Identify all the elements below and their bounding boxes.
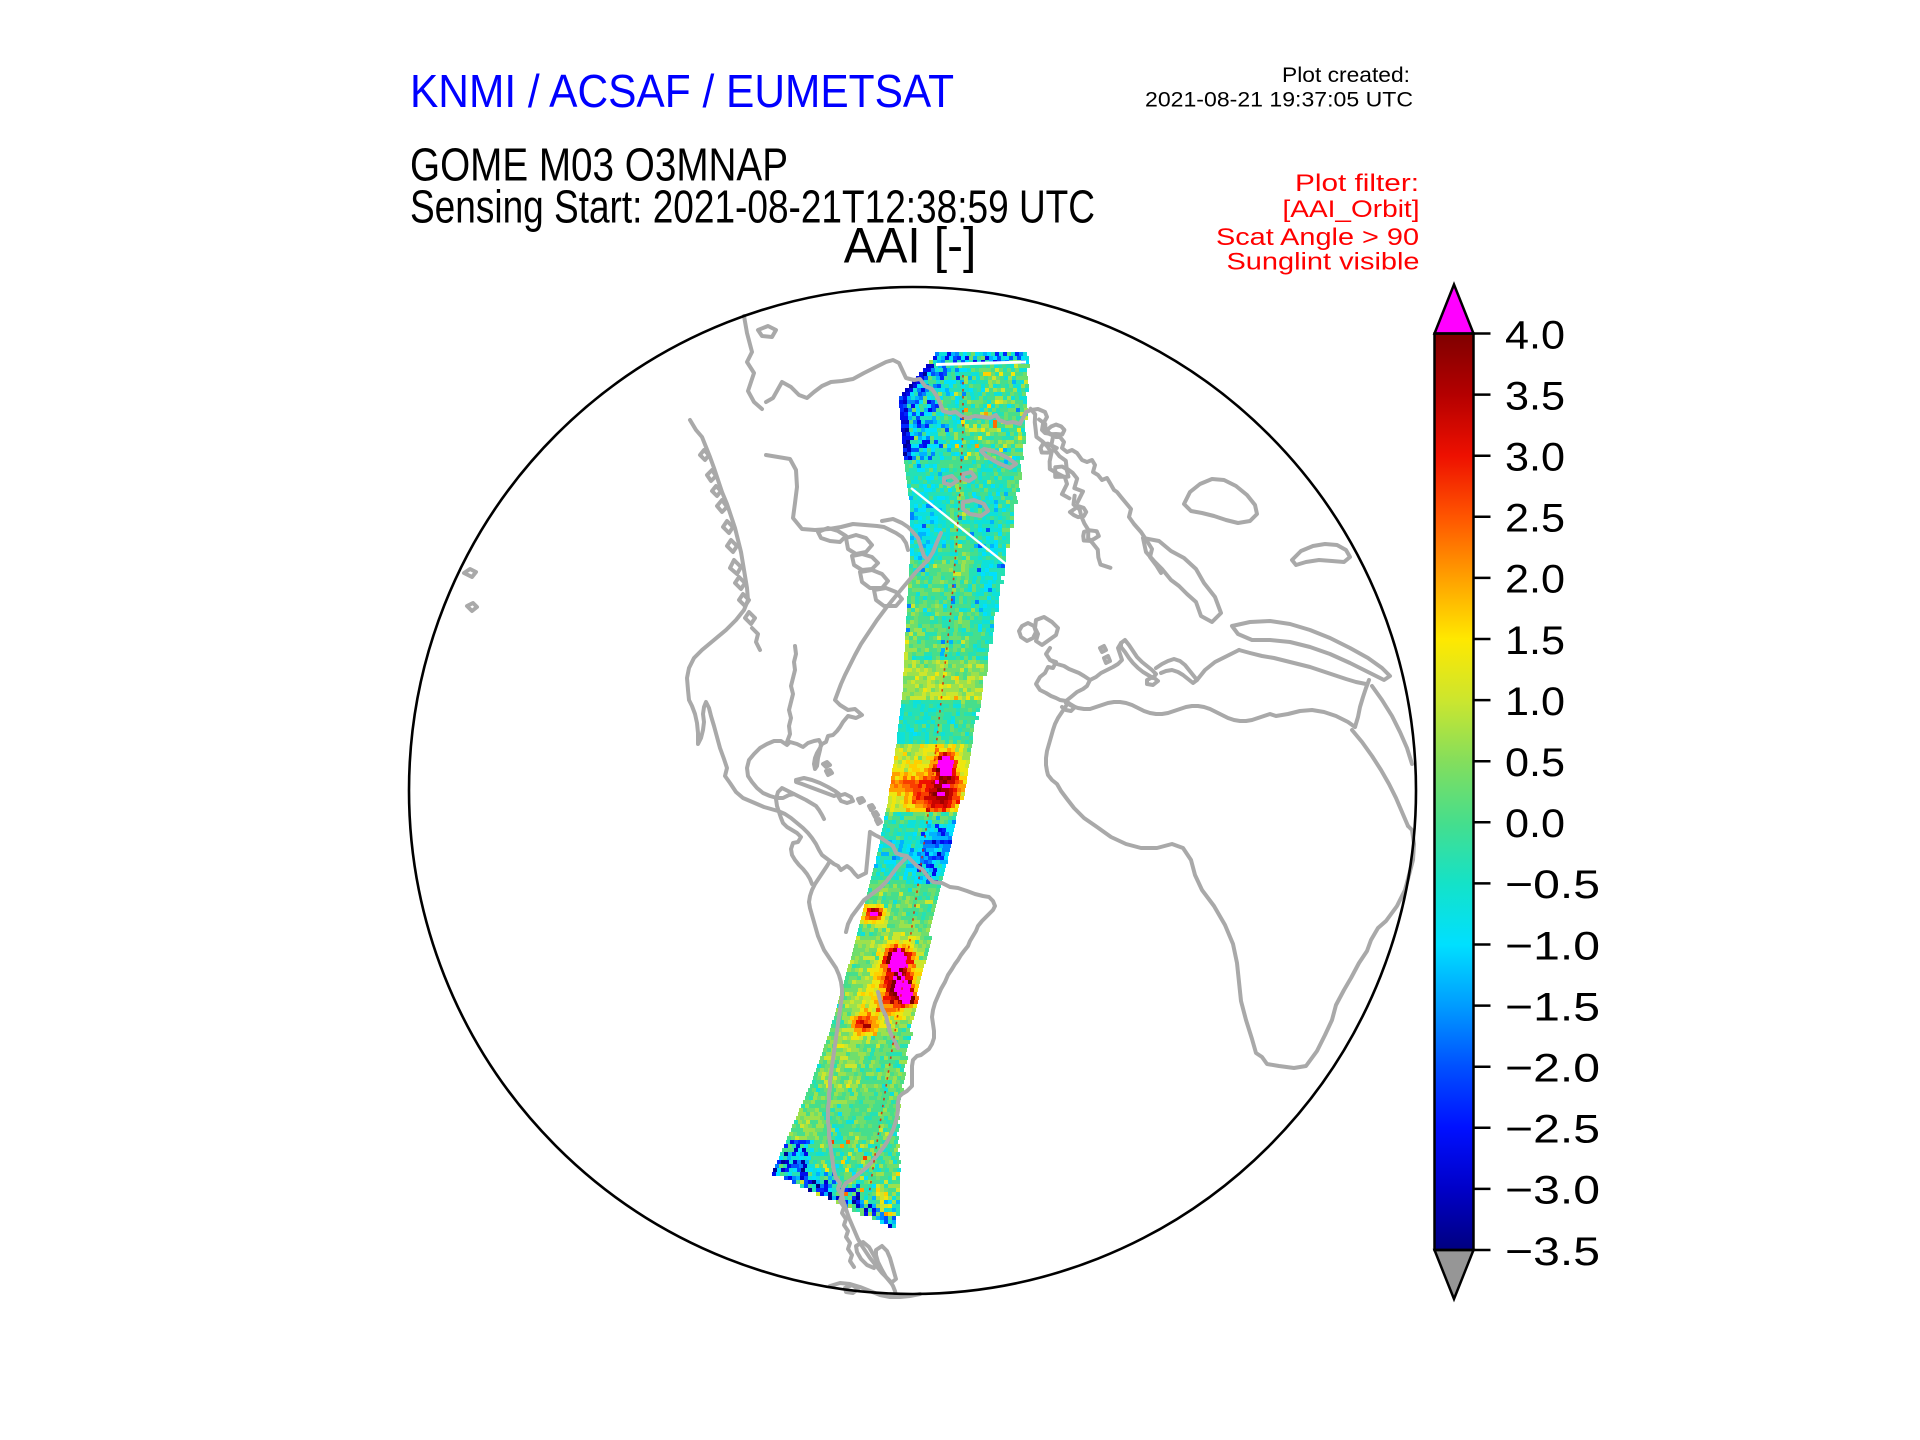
svg-text:Plot filter:: Plot filter:: [1295, 170, 1419, 197]
svg-text:−0.5: −0.5: [1505, 863, 1600, 907]
svg-text:3.5: 3.5: [1505, 374, 1565, 418]
svg-text:Scat Angle > 90: Scat Angle > 90: [1216, 224, 1419, 251]
svg-text:GOME M03 O3MNAP: GOME M03 O3MNAP: [410, 139, 788, 191]
svg-text:4.0: 4.0: [1505, 313, 1565, 357]
svg-text:Sunglint visible: Sunglint visible: [1227, 248, 1420, 275]
svg-text:0.5: 0.5: [1505, 741, 1565, 785]
svg-text:AAI [-]: AAI [-]: [844, 218, 976, 274]
svg-text:[AAI_Orbit]: [AAI_Orbit]: [1283, 196, 1420, 223]
svg-text:−3.5: −3.5: [1505, 1230, 1600, 1274]
svg-text:−1.5: −1.5: [1505, 985, 1600, 1029]
svg-text:−3.0: −3.0: [1505, 1169, 1600, 1213]
svg-text:KNMI / ACSAF / EUMETSAT: KNMI / ACSAF / EUMETSAT: [410, 65, 954, 117]
svg-text:1.5: 1.5: [1505, 619, 1565, 663]
svg-text:2021-08-21 19:37:05 UTC: 2021-08-21 19:37:05 UTC: [1145, 88, 1413, 111]
svg-text:3.0: 3.0: [1505, 436, 1565, 480]
svg-text:2.0: 2.0: [1505, 558, 1565, 602]
svg-text:−2.0: −2.0: [1505, 1047, 1600, 1091]
svg-text:−1.0: −1.0: [1505, 924, 1600, 968]
svg-text:−2.5: −2.5: [1505, 1108, 1600, 1152]
svg-text:Sensing Start: 2021-08-21T12:3: Sensing Start: 2021-08-21T12:38:59 UTC: [410, 181, 1095, 233]
svg-text:1.0: 1.0: [1505, 680, 1565, 724]
svg-text:0.0: 0.0: [1505, 802, 1565, 846]
svg-text:2.5: 2.5: [1505, 497, 1565, 541]
svg-text:Plot created:: Plot created:: [1282, 64, 1410, 87]
